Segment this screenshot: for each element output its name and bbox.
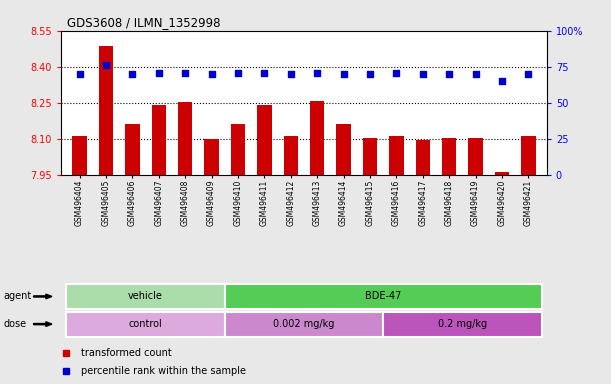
Point <box>392 70 401 76</box>
Bar <box>225 284 541 309</box>
Bar <box>67 284 225 309</box>
Bar <box>204 139 219 175</box>
Point <box>286 71 296 77</box>
Text: control: control <box>129 319 163 329</box>
Point <box>497 78 507 84</box>
Bar <box>521 136 536 175</box>
Point <box>128 71 137 77</box>
Text: BDE-47: BDE-47 <box>365 291 401 301</box>
Bar <box>99 46 113 175</box>
Point <box>524 71 533 77</box>
Point <box>418 71 428 77</box>
Bar <box>225 312 383 336</box>
Text: vehicle: vehicle <box>128 291 163 301</box>
Bar <box>178 102 192 175</box>
Text: agent: agent <box>3 291 31 301</box>
Point <box>365 71 375 77</box>
Point <box>233 70 243 76</box>
Point <box>180 70 190 76</box>
Text: dose: dose <box>3 319 26 329</box>
Bar <box>442 138 456 175</box>
Bar <box>231 124 245 175</box>
Bar <box>257 104 272 175</box>
Text: transformed count: transformed count <box>81 348 171 358</box>
Point <box>470 71 480 77</box>
Text: GDS3608 / ILMN_1352998: GDS3608 / ILMN_1352998 <box>67 16 221 29</box>
Point <box>154 70 164 76</box>
Point <box>312 70 322 76</box>
Bar <box>336 124 351 175</box>
Point <box>338 71 348 77</box>
Text: percentile rank within the sample: percentile rank within the sample <box>81 366 246 376</box>
Bar <box>389 136 404 175</box>
Bar <box>310 101 324 175</box>
Bar <box>383 312 541 336</box>
Point <box>444 71 454 77</box>
Bar <box>363 138 377 175</box>
Bar <box>67 312 225 336</box>
Point <box>260 70 269 76</box>
Bar <box>72 136 87 175</box>
Bar <box>284 136 298 175</box>
Point <box>207 71 216 77</box>
Bar <box>415 140 430 175</box>
Bar <box>468 138 483 175</box>
Text: 0.2 mg/kg: 0.2 mg/kg <box>438 319 487 329</box>
Point <box>101 62 111 68</box>
Bar <box>152 104 166 175</box>
Bar <box>125 124 140 175</box>
Point <box>75 71 84 77</box>
Text: 0.002 mg/kg: 0.002 mg/kg <box>273 319 335 329</box>
Bar <box>495 172 509 175</box>
